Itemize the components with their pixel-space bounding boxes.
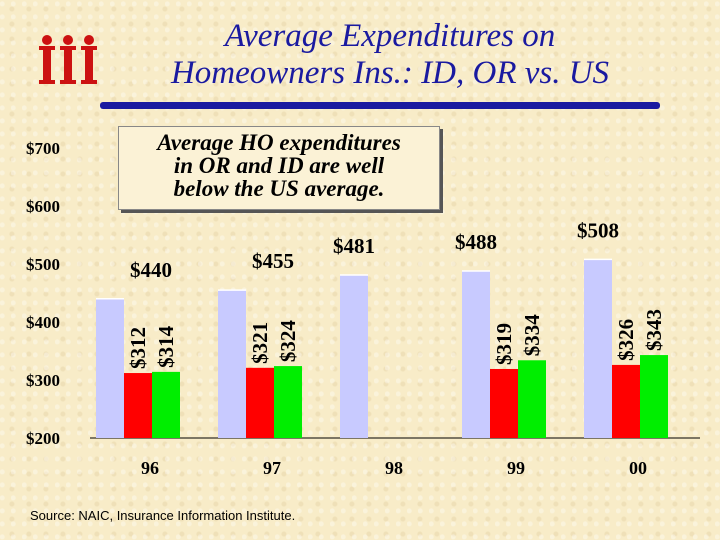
bar-us	[340, 275, 368, 438]
x-tick-label: 97	[263, 458, 281, 478]
data-label: $508	[577, 218, 619, 242]
data-label-rotated: $312	[126, 327, 150, 369]
x-tick-label: 96	[141, 458, 159, 478]
data-label-rotated: $314	[154, 325, 178, 368]
data-label: $440	[130, 258, 172, 282]
data-label-rotated: $324	[276, 320, 300, 363]
bar-or	[124, 373, 152, 438]
page-title: Average Expenditures on Homeowners Ins.:…	[110, 18, 670, 92]
data-label: $488	[455, 230, 497, 254]
source-note: Source: NAIC, Insurance Information Inst…	[30, 508, 296, 523]
data-label-rotated: $319	[492, 323, 516, 365]
annotation-line-3: below the US average.	[173, 176, 385, 201]
bar-or	[246, 367, 274, 438]
bar-us	[218, 290, 246, 438]
bar-id	[640, 355, 668, 438]
data-label: $455	[252, 249, 294, 273]
title-line-1: Average Expenditures on	[224, 18, 556, 54]
bar-us	[462, 270, 490, 438]
bar-or	[612, 364, 640, 438]
x-tick-label: 98	[385, 458, 403, 478]
bar-us	[584, 259, 612, 438]
x-tick-label: 00	[629, 458, 647, 478]
title-line-2: Homeowners Ins.: ID, OR vs. US	[170, 55, 610, 91]
y-tick-label: $300	[26, 371, 60, 390]
y-tick-label: $600	[26, 197, 60, 216]
title-underline	[100, 102, 660, 109]
y-tick-label: $200	[26, 429, 60, 448]
bar-id	[152, 371, 180, 438]
bar-id	[518, 360, 546, 438]
x-tick-label: 99	[507, 458, 525, 478]
annotation-line-1: Average HO expenditures	[157, 130, 401, 155]
annotation-line-2: in OR and ID are well	[173, 153, 385, 178]
data-label: $481	[333, 234, 375, 258]
data-label-rotated: $334	[520, 314, 544, 357]
y-tick-label: $500	[26, 255, 60, 274]
data-label-rotated: $321	[248, 322, 272, 364]
iii-logo-icon	[39, 35, 97, 84]
bar-or	[490, 368, 518, 438]
bar-id	[274, 366, 302, 438]
y-tick-label: $400	[26, 313, 60, 332]
bar-us	[96, 298, 124, 438]
data-label-rotated: $343	[642, 309, 666, 351]
annotation-box: Average HO expenditures in OR and ID are…	[118, 126, 440, 210]
data-label-rotated: $326	[614, 319, 638, 361]
y-tick-label: $700	[26, 139, 60, 158]
